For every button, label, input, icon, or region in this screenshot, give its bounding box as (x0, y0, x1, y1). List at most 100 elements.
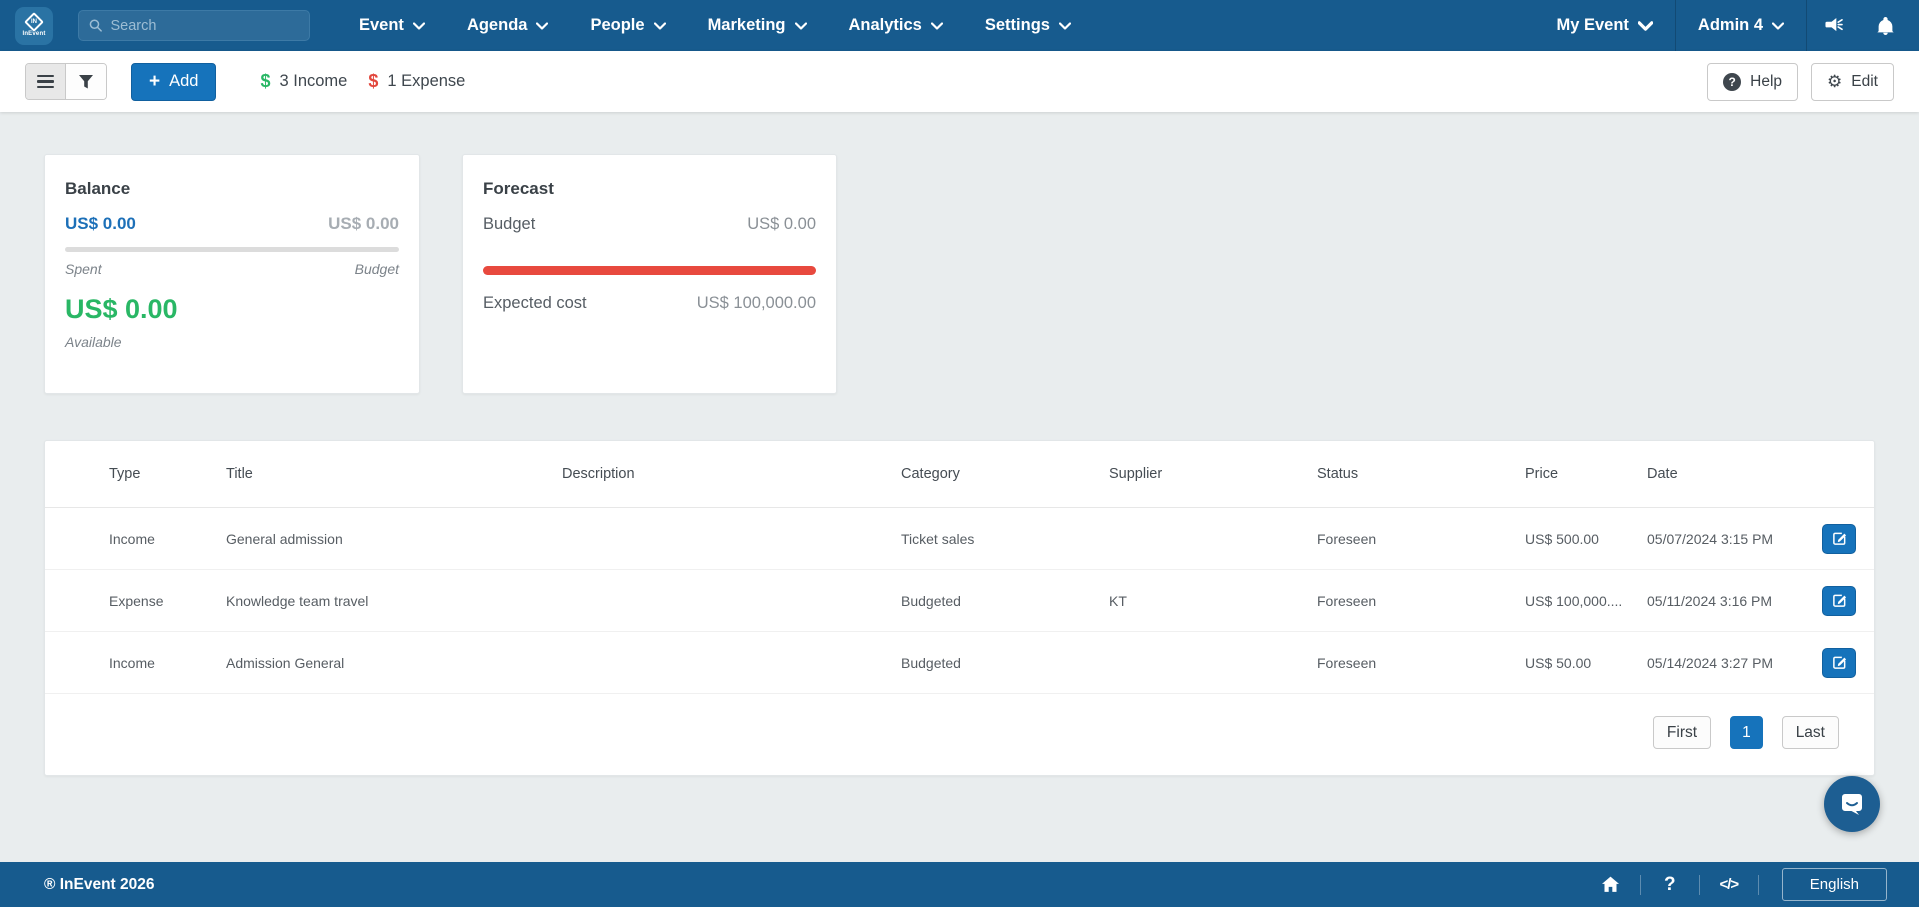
cell-date: 05/14/2024 3:27 PM (1647, 654, 1774, 671)
edit-pencil-icon (1832, 532, 1846, 545)
balance-available-value: US$ 0.00 (65, 294, 178, 324)
cell-type: Income (109, 654, 155, 671)
cell-type: Expense (109, 592, 164, 609)
chevron-down-icon (1772, 21, 1784, 30)
navbar-right: My Event Admin 4 (1534, 0, 1919, 51)
cell-category: Ticket sales (901, 530, 975, 547)
expense-count: 1 Expense (387, 72, 466, 90)
expense-dollar-icon: $ (368, 71, 379, 91)
cell-supplier: KT (1109, 592, 1127, 609)
column-header-category[interactable]: Category (901, 466, 960, 482)
cell-title: Knowledge team travel (226, 592, 369, 609)
column-header-title[interactable]: Title (226, 466, 253, 482)
forecast-progress-bar (483, 266, 816, 275)
chevron-down-icon (930, 21, 943, 30)
edit-pencil-icon (1832, 656, 1846, 669)
column-header-date[interactable]: Date (1647, 466, 1678, 482)
chevron-down-icon (1058, 21, 1071, 30)
summary-counts: $ 3 Income $ 1 Expense (260, 71, 465, 92)
nav-item-agenda[interactable]: Agenda (446, 0, 570, 51)
nav-item-marketing[interactable]: Marketing (687, 0, 828, 51)
cell-price: US$ 50.00 (1525, 654, 1592, 671)
row-edit-button[interactable] (1822, 523, 1856, 554)
help-button[interactable]: ? Help (1707, 62, 1799, 101)
nav-item-settings[interactable]: Settings (964, 0, 1092, 51)
toolbar-right: ? Help ⚙ Edit (1707, 62, 1894, 101)
cell-category: Budgeted (901, 592, 961, 609)
pagination-last-button[interactable]: Last (1781, 716, 1839, 749)
chat-launcher-button[interactable] (1824, 776, 1880, 832)
view-toggle-group (25, 63, 107, 100)
chevron-down-icon (653, 21, 666, 30)
nav-item-people[interactable]: People (569, 0, 686, 51)
divider (1757, 874, 1759, 895)
forecast-card-title: Forecast (483, 179, 554, 198)
gear-icon: ⚙ (1827, 72, 1843, 91)
divider (1639, 874, 1641, 895)
admin-menu[interactable]: Admin 4 (1676, 0, 1806, 51)
filter-button[interactable] (66, 64, 106, 99)
divider (1698, 874, 1700, 895)
column-header-supplier[interactable]: Supplier (1109, 466, 1163, 482)
cell-title: Admission General (226, 654, 345, 671)
cell-date: 05/07/2024 3:15 PM (1647, 530, 1774, 547)
footer-help-button[interactable]: ? (1663, 873, 1676, 895)
income-dollar-icon: $ (260, 71, 271, 91)
expected-cost-value: US$ 100,000.00 (696, 294, 816, 312)
search-box[interactable] (78, 10, 310, 41)
balance-budget-value: US$ 0.00 (328, 214, 399, 233)
pagination-current-page[interactable]: 1 (1730, 716, 1763, 749)
edit-pencil-icon (1832, 594, 1846, 607)
developer-button[interactable]: </> (1719, 876, 1739, 893)
pagination: First 1 Last (45, 716, 1874, 749)
column-header-description[interactable]: Description (562, 466, 635, 482)
column-header-type[interactable]: Type (109, 466, 141, 482)
event-selector[interactable]: My Event (1534, 0, 1674, 51)
top-navbar: IN InEvent Event Agenda People Marketing… (0, 0, 1919, 51)
bell-icon (1876, 16, 1894, 35)
filter-icon (79, 74, 93, 88)
cell-date: 05/11/2024 3:16 PM (1647, 592, 1773, 609)
transactions-table: Type Title Description Category Supplier… (44, 440, 1875, 776)
cell-price: US$ 100,000.... (1525, 592, 1623, 609)
add-button[interactable]: + Add (131, 62, 217, 101)
toolbar: + Add $ 3 Income $ 1 Expense ? Help ⚙ Ed… (0, 51, 1919, 112)
table-row[interactable]: Income Admission General Budgeted Forese… (45, 632, 1874, 694)
column-header-price[interactable]: Price (1525, 466, 1559, 482)
chevron-down-icon (536, 21, 549, 30)
search-input[interactable] (110, 17, 299, 34)
divider (1674, 0, 1676, 51)
row-edit-button[interactable] (1822, 647, 1856, 678)
row-edit-button[interactable] (1822, 585, 1856, 616)
available-label: Available (65, 334, 122, 350)
table-row[interactable]: Expense Knowledge team travel Budgeted K… (45, 570, 1874, 632)
table-row[interactable]: Income General admission Ticket sales Fo… (45, 508, 1874, 570)
budget-label: Budget (354, 261, 399, 277)
footer-right: ? </> English (1591, 868, 1887, 901)
nav-item-event[interactable]: Event (338, 0, 446, 51)
divider (1806, 0, 1807, 51)
logo-word: InEvent (22, 30, 46, 37)
income-count: 3 Income (279, 72, 348, 90)
pagination-first-button[interactable]: First (1652, 716, 1712, 749)
announcements-button[interactable] (1807, 0, 1859, 51)
chevron-down-icon (794, 21, 807, 30)
forecast-card: Forecast Budget US$ 0.00 Expected cost U… (462, 154, 837, 394)
cell-title: General admission (226, 530, 343, 547)
forecast-budget-label: Budget (483, 215, 536, 233)
list-view-button[interactable] (26, 64, 66, 99)
forecast-budget-value: US$ 0.00 (747, 215, 816, 233)
edit-button[interactable]: ⚙ Edit (1811, 62, 1894, 101)
home-button[interactable] (1591, 876, 1631, 893)
help-icon: ? (1723, 72, 1742, 91)
language-button[interactable]: English (1781, 868, 1887, 901)
nav-item-analytics[interactable]: Analytics (828, 0, 964, 51)
column-header-status[interactable]: Status (1317, 466, 1359, 482)
table-header-row: Type Title Description Category Supplier… (45, 441, 1874, 508)
inevent-logo[interactable]: IN InEvent (15, 6, 53, 45)
hamburger-icon (37, 74, 54, 89)
balance-spent-value: US$ 0.00 (65, 214, 136, 233)
notifications-button[interactable] (1859, 0, 1911, 51)
copyright-text: ® InEvent 2026 (44, 875, 155, 893)
